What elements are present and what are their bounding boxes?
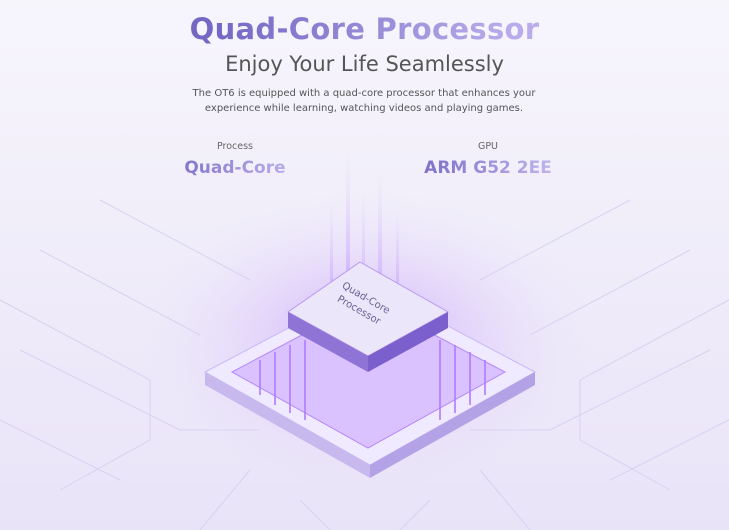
spec-label: GPU — [477, 141, 499, 152]
page-subtitle: Enjoy Your Life Seamlessly — [225, 52, 504, 76]
spec-process: Process Quad-Core — [155, 141, 315, 178]
description: The OT6 is equipped with a quad-core pro… — [192, 88, 536, 114]
spec-value: Quad-Core — [155, 158, 315, 178]
spec-label: Process — [216, 141, 254, 152]
circuit-lines — [0, 199, 729, 530]
page-title: Quad-Core Processor — [0, 12, 729, 46]
chip-base — [203, 284, 537, 478]
chip-pins — [259, 340, 486, 420]
chip-die: Quad-Core Processor — [287, 261, 450, 372]
light-beams — [330, 150, 399, 330]
spec-gpu: GPU ARM G52 2EE — [408, 141, 568, 178]
spec-value: ARM G52 2EE — [408, 158, 568, 178]
